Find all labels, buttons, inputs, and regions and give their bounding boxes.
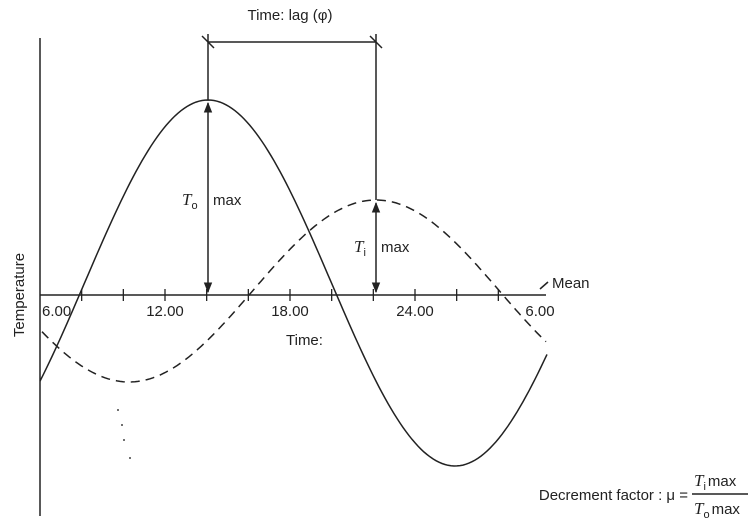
specks xyxy=(117,409,131,459)
decrement-label: Decrement factor : μ = xyxy=(539,487,688,504)
mean-pointer xyxy=(539,281,549,290)
text: max xyxy=(708,473,737,490)
title: Time: lag (φ) xyxy=(247,7,332,24)
time-tick-label: 18.00 xyxy=(271,303,309,320)
symbol: T xyxy=(354,237,365,256)
symbol: T xyxy=(694,499,705,518)
time-tick-label: 12.00 xyxy=(146,303,184,320)
text: max xyxy=(381,239,410,256)
y-axis-label: Temperature xyxy=(11,253,28,337)
subscript: i xyxy=(703,481,705,493)
symbol: T xyxy=(182,190,193,209)
text: max xyxy=(213,192,242,209)
time-tick-label: 6.00 xyxy=(42,303,71,320)
outside-amplitude-label: To max xyxy=(182,190,242,212)
time-tick-labels: 6.00 12.00 18.00 24.00 6.00 xyxy=(42,303,555,320)
mean-label: Mean xyxy=(552,275,590,292)
subscript: o xyxy=(191,200,197,212)
symbol: T xyxy=(694,471,705,490)
time-tick-label: 24.00 xyxy=(396,303,434,320)
subscript: i xyxy=(363,247,365,259)
inside-amplitude-label: Ti max xyxy=(354,237,410,259)
numerator: Ti max xyxy=(694,471,737,493)
subscript: o xyxy=(703,509,709,521)
lag-tick xyxy=(369,35,383,49)
time-label: Time: xyxy=(286,332,323,349)
denominator: To max xyxy=(694,499,740,521)
time-tick-label: 6.00 xyxy=(525,303,554,320)
text: max xyxy=(712,501,741,518)
lag-tick xyxy=(201,35,215,49)
inside-temperature-curve xyxy=(41,199,547,383)
outside-temperature-curve xyxy=(39,99,548,467)
